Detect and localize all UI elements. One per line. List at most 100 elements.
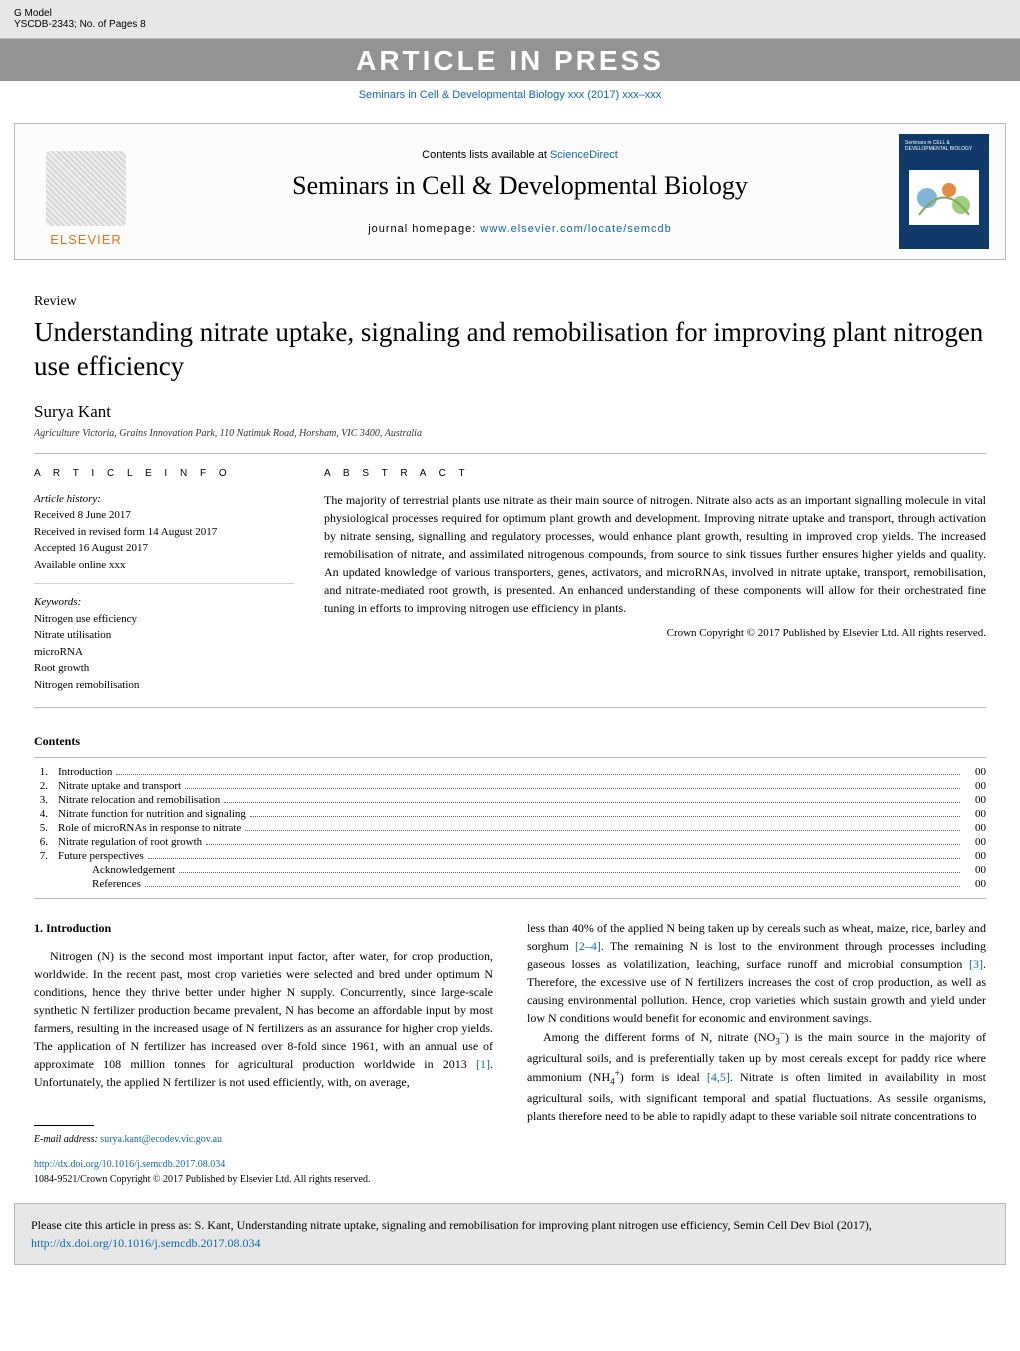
doi-line: http://dx.doi.org/10.1016/j.semcdb.2017.… xyxy=(34,1157,493,1172)
keywords-block: Keywords: Nitrogen use efficiency Nitrat… xyxy=(34,594,294,693)
toc-leader-dots xyxy=(224,802,960,803)
masthead: ELSEVIER Contents lists available at Sci… xyxy=(14,123,1006,260)
author-name: Surya Kant xyxy=(34,402,986,422)
toc-page: 00 xyxy=(964,850,986,862)
journal-homepage-line: journal homepage: www.elsevier.com/locat… xyxy=(141,223,899,235)
abstract-column: A B S T R A C T The majority of terrestr… xyxy=(324,454,986,708)
toc-label: Acknowledgement xyxy=(58,864,175,876)
toc-leader-dots xyxy=(179,872,960,873)
toc-label: Nitrate relocation and remobilisation xyxy=(58,794,220,806)
toc-rule xyxy=(34,757,986,758)
right-column: less than 40% of the applied N being tak… xyxy=(527,919,986,1187)
keyword: Nitrate utilisation xyxy=(34,629,111,641)
toc-label: References xyxy=(58,878,141,890)
toc-label: Nitrate regulation of root growth xyxy=(58,836,202,848)
article-info-column: A R T I C L E I N F O Article history: R… xyxy=(34,454,294,708)
toc-row[interactable]: 3.Nitrate relocation and remobilisation 0… xyxy=(34,794,986,806)
abstract-copyright: Crown Copyright © 2017 Published by Else… xyxy=(324,627,986,639)
history-online: Available online xxx xyxy=(34,559,125,571)
toc-number: 5. xyxy=(34,822,58,834)
toc-row[interactable]: 7.Future perspectives 00 xyxy=(34,850,986,862)
toc-row[interactable]: 2.Nitrate uptake and transport00 xyxy=(34,780,986,792)
keyword: Root growth xyxy=(34,662,89,674)
keywords-label: Keywords: xyxy=(34,596,81,608)
journal-cover-thumb: Seminars in CELL & DEVELOPMENTAL BIOLOGY xyxy=(899,134,989,249)
contents-lists-text: Contents lists available at xyxy=(422,149,550,161)
table-of-contents: 1.Introduction00 2.Nitrate uptake and tra… xyxy=(34,766,986,890)
intro-text-1a: Nitrogen (N) is the second most importan… xyxy=(34,949,493,1071)
footnote-rule xyxy=(34,1125,94,1126)
intro-para-right-2: Among the different forms of N, nitrate … xyxy=(527,1027,986,1125)
intro-para-1: Nitrogen (N) is the second most importan… xyxy=(34,947,493,1091)
toc-page: 00 xyxy=(964,864,986,876)
toc-number: 4. xyxy=(34,808,58,820)
ref-link-1[interactable]: [1] xyxy=(476,1057,490,1071)
contents-lists-line: Contents lists available at ScienceDirec… xyxy=(141,149,899,161)
toc-leader-dots xyxy=(145,886,960,887)
doi-link[interactable]: http://dx.doi.org/10.1016/j.semcdb.2017.… xyxy=(34,1159,225,1170)
toc-page: 00 xyxy=(964,766,986,778)
corresponding-email: E-mail address: surya.kant@ecodev.vic.go… xyxy=(34,1132,493,1147)
cover-art-icon xyxy=(909,170,979,225)
issn-line: 1084-9521/Crown Copyright © 2017 Publish… xyxy=(34,1172,493,1187)
abstract-heading: A B S T R A C T xyxy=(324,468,986,479)
toc-number: 3. xyxy=(34,794,58,806)
toc-row[interactable]: 4.Nitrate function for nutrition and sig… xyxy=(34,808,986,820)
header-bar: G Model YSCDB-2343; No. of Pages 8 xyxy=(0,0,1020,39)
intro-para-right-1: less than 40% of the applied N being tak… xyxy=(527,919,986,1027)
email-link[interactable]: surya.kant@ecodev.vic.gov.au xyxy=(100,1134,222,1145)
history-revised: Received in revised form 14 August 2017 xyxy=(34,526,217,538)
info-abstract-row: A R T I C L E I N F O Article history: R… xyxy=(34,453,986,709)
toc-leader-dots xyxy=(250,816,960,817)
toc-number: 2. xyxy=(34,780,58,792)
history-received: Received 8 June 2017 xyxy=(34,509,131,521)
doc-ref: YSCDB-2343; No. of Pages 8 xyxy=(14,19,146,30)
toc-row[interactable]: 1.Introduction00 xyxy=(34,766,986,778)
left-column: 1. Introduction Nitrogen (N) is the seco… xyxy=(34,919,493,1187)
body-columns: 1. Introduction Nitrogen (N) is the seco… xyxy=(34,919,986,1187)
toc-page: 00 xyxy=(964,822,986,834)
toc-page: 00 xyxy=(964,794,986,806)
toc-leader-dots xyxy=(116,774,960,775)
author-affiliation: Agriculture Victoria, Grains Innovation … xyxy=(34,428,986,439)
toc-row[interactable]: Acknowledgement 00 xyxy=(34,864,986,876)
publisher-logo-block: ELSEVIER xyxy=(31,137,141,247)
toc-row[interactable]: 5.Role of microRNAs in response to nitra… xyxy=(34,822,986,834)
article-type: Review xyxy=(34,294,986,310)
cover-thumb-title: Seminars in CELL & DEVELOPMENTAL BIOLOGY xyxy=(905,140,983,152)
article-body: Review Understanding nitrate uptake, sig… xyxy=(0,260,1020,1187)
toc-page: 00 xyxy=(964,780,986,792)
toc-page: 00 xyxy=(964,878,986,890)
toc-row[interactable]: 6.Nitrate regulation of root growth00 xyxy=(34,836,986,848)
toc-row[interactable]: References 00 xyxy=(34,878,986,890)
in-press-banner: ARTICLE IN PRESS xyxy=(0,39,1020,81)
ref-link-2-4[interactable]: [2–4] xyxy=(575,939,601,953)
article-info-heading: A R T I C L E I N F O xyxy=(34,468,294,479)
homepage-link[interactable]: www.elsevier.com/locate/semcdb xyxy=(480,223,671,235)
header-left: G Model YSCDB-2343; No. of Pages 8 xyxy=(14,8,146,30)
citebox-text: Please cite this article in press as: S.… xyxy=(31,1218,872,1232)
cover-thumb-art xyxy=(909,152,979,243)
toc-rule-bottom xyxy=(34,898,986,899)
history-label: Article history: xyxy=(34,493,101,505)
toc-label: Role of microRNAs in response to nitrate xyxy=(58,822,241,834)
elsevier-tree-icon xyxy=(46,151,126,226)
sciencedirect-link[interactable]: ScienceDirect xyxy=(550,149,618,161)
ref-link-3[interactable]: [3] xyxy=(969,957,983,971)
email-label: E-mail address: xyxy=(34,1134,100,1145)
toc-label: Nitrate function for nutrition and signa… xyxy=(58,808,246,820)
history-accepted: Accepted 16 August 2017 xyxy=(34,542,148,554)
ref-link-4-5[interactable]: [4,5] xyxy=(707,1070,730,1084)
citebox-doi-link[interactable]: http://dx.doi.org/10.1016/j.semcdb.2017.… xyxy=(31,1236,260,1250)
keyword: Nitrogen remobilisation xyxy=(34,679,139,691)
citation-link[interactable]: Seminars in Cell & Developmental Biology… xyxy=(359,89,662,101)
article-history-block: Article history: Received 8 June 2017 Re… xyxy=(34,491,294,585)
homepage-label: journal homepage: xyxy=(368,223,480,235)
section-1-heading: 1. Introduction xyxy=(34,919,493,937)
toc-number: 7. xyxy=(34,850,58,862)
abstract-text: The majority of terrestrial plants use n… xyxy=(324,491,986,617)
cite-box: Please cite this article in press as: S.… xyxy=(14,1203,1006,1265)
toc-page: 00 xyxy=(964,836,986,848)
keyword: Nitrogen use efficiency xyxy=(34,613,137,625)
toc-label: Future perspectives xyxy=(58,850,144,862)
